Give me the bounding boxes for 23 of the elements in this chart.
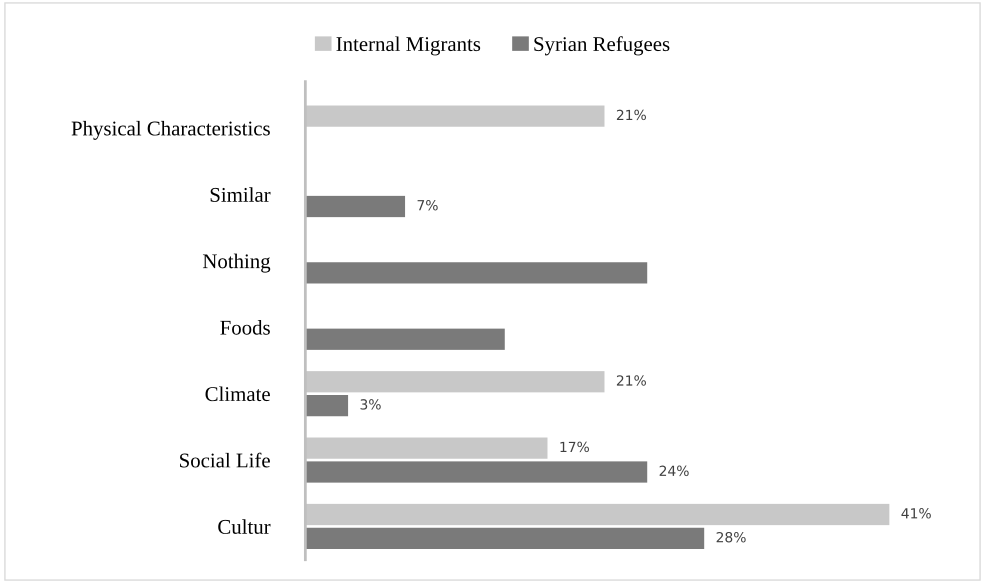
y-tick-label: Foods [220, 320, 270, 335]
bar [305, 328, 505, 350]
data-label: 21% [616, 375, 646, 386]
y-tick-label: Social Life [180, 452, 270, 468]
legend-label: Syrian Refugees [534, 36, 670, 56]
y-tick-label: Nothing [202, 254, 270, 273]
data-label: 24% [660, 466, 689, 476]
data-label: 3% [360, 399, 381, 410]
bar [305, 461, 648, 483]
bar [305, 395, 348, 416]
bar [305, 196, 406, 218]
data-label: 41% [901, 508, 931, 519]
y-tick-label: Cultur [218, 519, 270, 534]
y-tick-label: Similar [210, 187, 270, 202]
data-label: 17% [560, 442, 590, 452]
data-label: 21% [616, 110, 646, 120]
legend-label: Internal Migrants [336, 36, 480, 56]
bar [305, 262, 648, 284]
y-tick-label: Climate [206, 386, 270, 402]
data-label: 28% [716, 532, 746, 542]
data-label: 7% [418, 200, 438, 210]
bar [305, 528, 704, 550]
y-tick-label: Physical Characteristics [72, 120, 270, 140]
